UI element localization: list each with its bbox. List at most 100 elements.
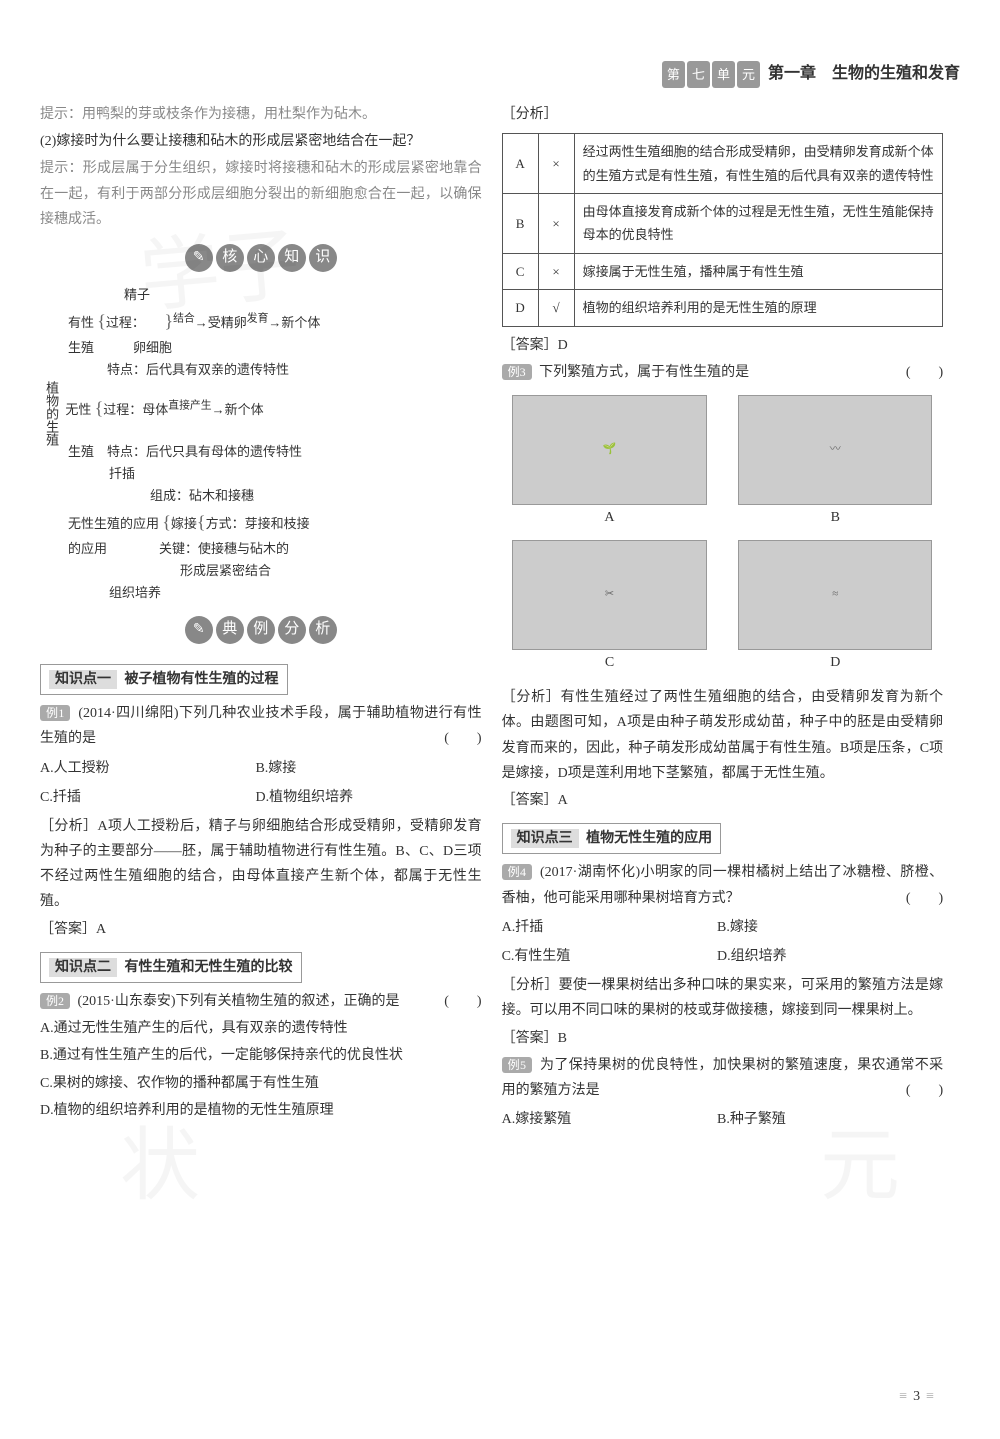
answer-label: ［答案］A: [40, 917, 482, 942]
image-option-a: 🌱 A: [512, 395, 706, 530]
image-options-grid: 🌱 A 〰 B ✂ C ≈ D: [502, 395, 944, 675]
analysis-text: ［分析］A项人工授粉后，精子与卵细胞结合形成受精卵，受精卵发育为种子的主要部分—…: [40, 814, 482, 915]
tree-node: 受精卵: [208, 315, 247, 330]
option-a: A.通过无性生殖产生的后代，具有双亲的遗传特性: [40, 1016, 482, 1041]
option-d: D.植物的组织培养利用的是植物的无性生殖原理: [40, 1098, 482, 1123]
example-badge: 例4: [502, 864, 532, 880]
banner-char: 核: [216, 244, 244, 272]
option-c: C.果树的嫁接、农作物的播种都属于有性生殖: [40, 1071, 482, 1096]
example-source: (2017·湖南怀化)小明家的同一棵柑橘树上结出了冰糖橙、脐橙、香柚，他可能采用…: [502, 865, 944, 905]
analysis-table: A × 经过两性生殖细胞的结合形成受精卵，由受精卵发育成新个体的生殖方式是有性生…: [502, 133, 944, 326]
tree-node: 组成：砧木和接穗: [150, 488, 254, 503]
tree-node: 嫁接: [171, 516, 197, 531]
tree-node: 形成层紧密结合: [180, 563, 271, 578]
layering-image: 〰: [738, 395, 932, 505]
rhizome-image: ≈: [738, 540, 932, 650]
option-a: A.扦插: [502, 915, 714, 940]
example-badge: 例1: [40, 705, 70, 721]
knowledge-point-1: 知识点一 被子植物有性生殖的过程: [40, 664, 288, 695]
table-row: D √ 植物的组织培养利用的是无性生殖的原理: [502, 290, 943, 326]
img-label: A: [512, 505, 706, 530]
options: A.嫁接繁殖 B.种子繁殖: [502, 1107, 944, 1132]
answer-label: ［答案］B: [502, 1026, 944, 1051]
right-column: ［分析］ A × 经过两性生殖细胞的结合形成受精卵，由受精卵发育成新个体的生殖方…: [502, 100, 944, 1136]
tree-node: 精子: [124, 287, 150, 302]
options: A.人工授粉 B.嫁接: [40, 756, 482, 781]
options: C.有性生殖 D.组织培养: [502, 944, 944, 969]
question-text: (2)嫁接时为什么要让接穗和砧木的形成层紧密地结合在一起？: [40, 129, 482, 154]
question-text: 为了保持果树的优良特性，加快果树的繁殖速度，果农通常不采用的繁殖方法是: [502, 1058, 944, 1098]
banner-char: 心: [247, 244, 275, 272]
option-a: A.嫁接繁殖: [502, 1107, 714, 1132]
arrow-label: 结合: [173, 313, 195, 325]
cell-text: 植物的组织培养利用的是无性生殖的原理: [574, 290, 943, 326]
tree-root: 植物的生殖: [40, 381, 62, 441]
kp-label: 知识点三: [511, 829, 579, 848]
page-number: 3: [893, 1384, 940, 1409]
analysis-label: ［分析］: [502, 102, 944, 127]
banner-char: 分: [278, 616, 306, 644]
unit-char: 元: [737, 61, 760, 88]
banner-char: 知: [278, 244, 306, 272]
arrow-label: 直接产生: [168, 399, 211, 411]
banner-char: 析: [309, 616, 337, 644]
answer-label: ［答案］A: [502, 788, 944, 813]
analysis-text: ［分析］有性生殖经过了两性生殖细胞的结合，由受精卵发育为新个体。由题图可知，A项…: [502, 685, 944, 786]
cell-key: B: [502, 193, 538, 253]
cell-key: C: [502, 253, 538, 289]
tree-node: 新个体: [225, 402, 264, 417]
answer-blank: ( ): [906, 360, 943, 385]
kp-title: 有性生殖和无性生殖的比较: [125, 960, 293, 975]
answer-blank: ( ): [906, 886, 943, 911]
example-1: 例1 (2014·四川绵阳)下列几种农业技术手段，属于辅助植物进行有性生殖的是 …: [40, 701, 482, 751]
tree-node: 过程：: [106, 315, 139, 330]
img-label: C: [512, 650, 706, 675]
kp-title: 被子植物有性生殖的过程: [125, 672, 279, 687]
arrow-label: 发育: [247, 313, 269, 325]
tree-node: 卵细胞: [133, 340, 172, 355]
example-badge: 例3: [502, 364, 532, 380]
seedling-image: 🌱: [512, 395, 706, 505]
answer-label: ［答案］D: [502, 333, 944, 358]
example-badge: 例5: [502, 1057, 532, 1073]
hint-text: 提示：用鸭梨的芽或枝条作为接穗，用杜梨作为砧木。: [40, 102, 482, 127]
option-d: D.组织培养: [717, 944, 929, 969]
option-b: B.通过有性生殖产生的后代，一定能够保持亲代的优良性状: [40, 1043, 482, 1068]
unit-char: 单: [712, 61, 735, 88]
option-d: D.植物组织培养: [255, 785, 467, 810]
image-option-c: ✂ C: [512, 540, 706, 675]
example-source: (2015·山东泰安)下列有关植物生殖的叙述，正确的是: [78, 994, 400, 1009]
cell-text: 经过两性生殖细胞的结合形成受精卵，由受精卵发育成新个体的生殖方式是有性生殖，有性…: [574, 134, 943, 194]
tree-node: 无性生殖的应用: [68, 516, 159, 531]
option-b: B.种子繁殖: [717, 1107, 929, 1132]
hint-text: 提示：形成层属于分生组织，嫁接时将接穗和砧木的形成层紧密地靠合在一起，有利于两部…: [40, 156, 482, 232]
tree-node: 关键：使接穗与砧木的: [159, 541, 289, 556]
banner-char: 例: [247, 616, 275, 644]
tree-node: 特点：后代具有双亲的遗传特性: [107, 362, 289, 377]
cell-mark: √: [538, 290, 574, 326]
example-source: (2014·四川绵阳)下列几种农业技术手段，属于辅助植物进行有性生殖的是: [40, 706, 482, 746]
core-knowledge-banner: ✎ 核 心 知 识: [141, 244, 381, 272]
pencil-icon: ✎: [185, 244, 213, 272]
option-c: C.扦插: [40, 785, 252, 810]
example-2: 例2 (2015·山东泰安)下列有关植物生殖的叙述，正确的是 ( ): [40, 989, 482, 1014]
concept-tree: 精子 有性生殖有性 {过程： }结合→受精卵发育→新个体 生殖 卵细胞 特点：后…: [40, 284, 482, 604]
image-option-d: ≈ D: [738, 540, 932, 675]
tree-node: 特点：后代只具有母体的遗传特性: [107, 444, 302, 459]
cell-mark: ×: [538, 253, 574, 289]
option-b: B.嫁接: [717, 915, 929, 940]
page-header: 第 七 单 元 第一章 生物的生殖和发育: [662, 60, 960, 89]
kp-title: 植物无性生殖的应用: [586, 831, 712, 846]
cell-key: D: [502, 290, 538, 326]
tree-node: 扦插: [109, 466, 135, 481]
table-row: C × 嫁接属于无性生殖，播种属于有性生殖: [502, 253, 943, 289]
left-column: 提示：用鸭梨的芽或枝条作为接穗，用杜梨作为砧木。 (2)嫁接时为什么要让接穗和砧…: [40, 100, 482, 1136]
option-b: B.嫁接: [255, 756, 467, 781]
example-5: 例5 为了保持果树的优良特性，加快果树的繁殖速度，果农通常不采用的繁殖方法是 (…: [502, 1053, 944, 1103]
answer-blank: ( ): [444, 989, 481, 1014]
tree-node: 新个体: [281, 315, 320, 330]
kp-label: 知识点二: [49, 958, 117, 977]
knowledge-point-2: 知识点二 有性生殖和无性生殖的比较: [40, 952, 302, 983]
unit-char: 七: [687, 61, 710, 88]
example-4: 例4 (2017·湖南怀化)小明家的同一棵柑橘树上结出了冰糖橙、脐橙、香柚，他可…: [502, 860, 944, 910]
